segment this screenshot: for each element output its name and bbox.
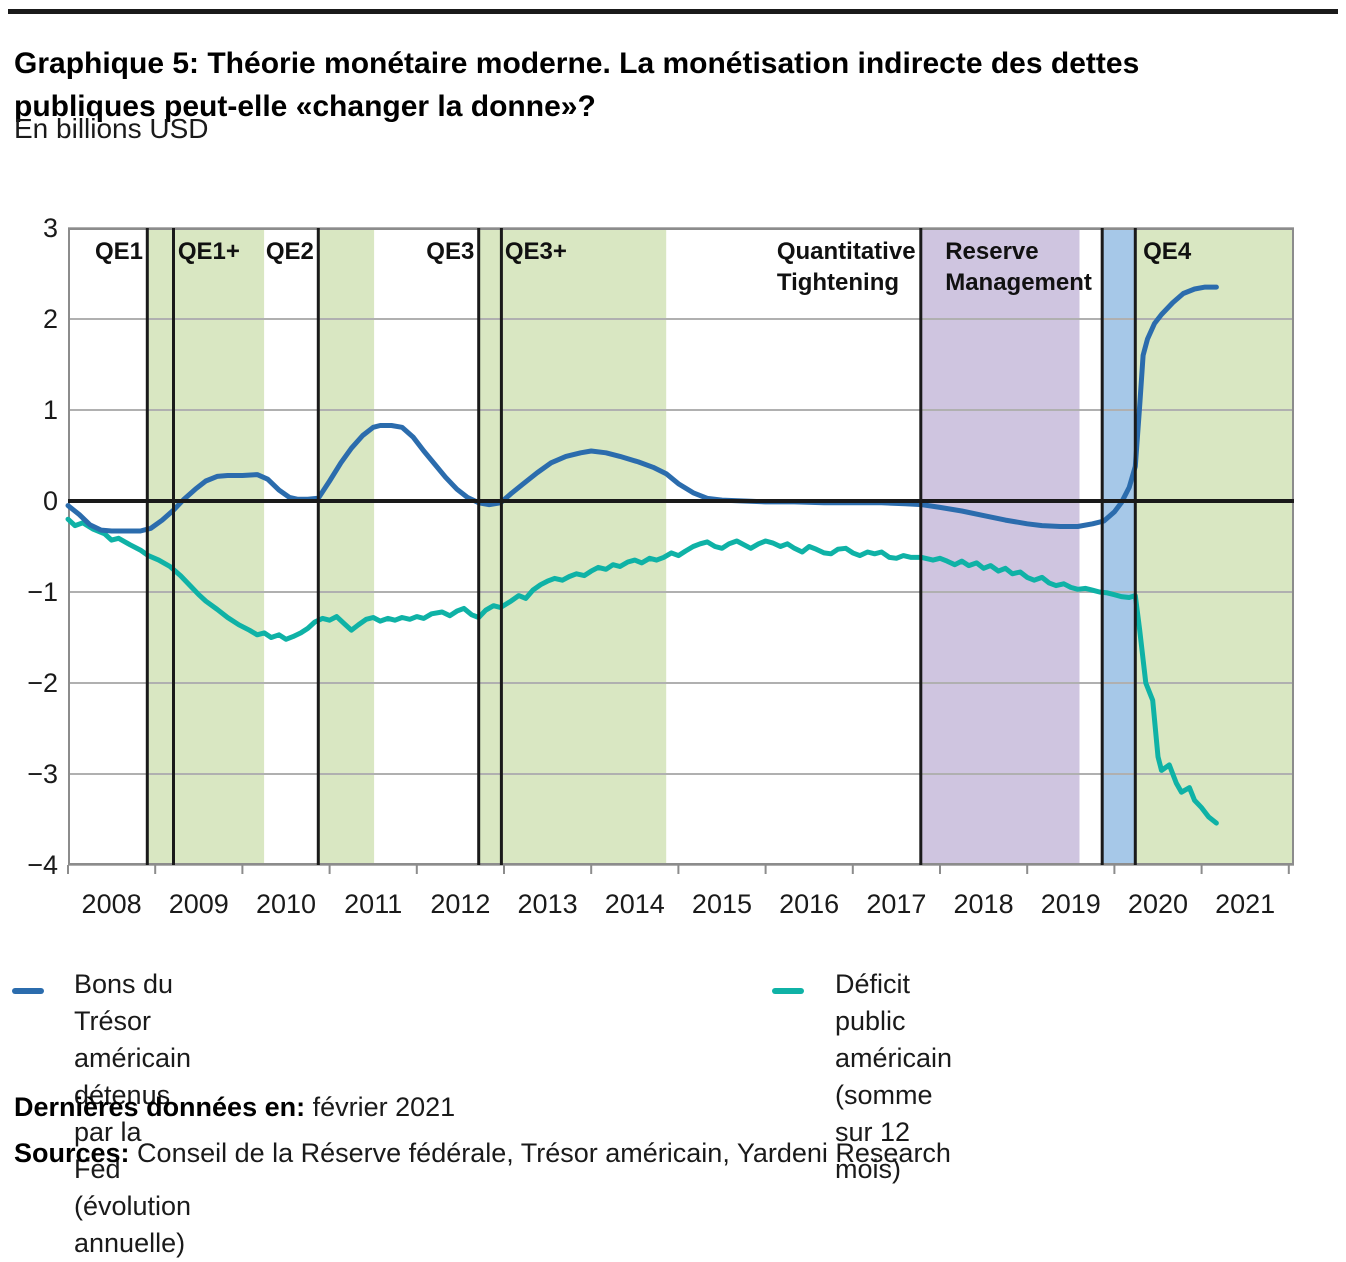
series-line-deficit [65,516,1219,826]
legend-label-deficit: Déficit public américain (somme sur 12 m… [835,969,953,1184]
top-rule [8,9,1338,14]
x-tick-label: 2019 [1040,889,1101,919]
band [478,228,667,865]
x-tick-label: 2008 [81,889,142,919]
x-tick-label: 2017 [866,889,927,919]
plot-frame [68,228,1294,865]
y-tick-label: 2 [42,304,58,334]
x-tick-label: 2009 [168,889,229,919]
x-tick-label: 2012 [430,889,491,919]
x-tick-label: 2013 [517,889,578,919]
y-tick-label: 3 [42,213,58,243]
x-tick-label: 2010 [255,889,317,919]
series-line-fed [65,284,1219,534]
sources-line: Sources: Conseil de la Réserve fédérale,… [14,1136,951,1170]
band [1102,228,1136,865]
x-tick-label: 2021 [1215,889,1276,919]
x-tick-label: 2020 [1127,889,1188,919]
x-tick-label: 2015 [691,889,752,919]
y-tick-label: −2 [27,668,58,698]
x-tick-label: 2016 [779,889,840,919]
band [147,228,265,865]
y-tick-label: −4 [27,850,58,880]
fed-line-swatch [12,988,44,994]
band [920,228,1080,865]
last-data-label: Dernières données en: [14,1092,306,1122]
band [318,228,375,865]
chart-subtitle: En billions USD [14,113,209,144]
x-tick-label: 2014 [604,889,665,919]
last-data-line: Dernières données en: février 2021 [14,1090,455,1124]
y-tick-label: −1 [27,577,58,607]
page: { "chart_data": { "type": "line", "title… [8,9,1338,1258]
x-tick-label: 2018 [953,889,1014,919]
sources-label: Sources: [14,1138,130,1168]
y-tick-label: 0 [42,486,58,516]
plot-area: QE1 QE1+ QE2 QE3 QE3+ Quantitative Tightening… [65,227,1294,874]
x-tick-label: 2011 [344,889,403,919]
deficit-line-swatch [772,988,804,994]
last-data-value: février 2021 [305,1092,456,1122]
y-tick-label: −3 [27,759,58,789]
chart-title: Graphique 5: Théorie monétaire moderne. … [14,47,1140,124]
band [1135,228,1294,865]
chart-svg [65,227,1294,874]
sources-value: Conseil de la Réserve fédérale, Trésor a… [129,1138,951,1168]
y-tick-label: 1 [42,395,58,425]
